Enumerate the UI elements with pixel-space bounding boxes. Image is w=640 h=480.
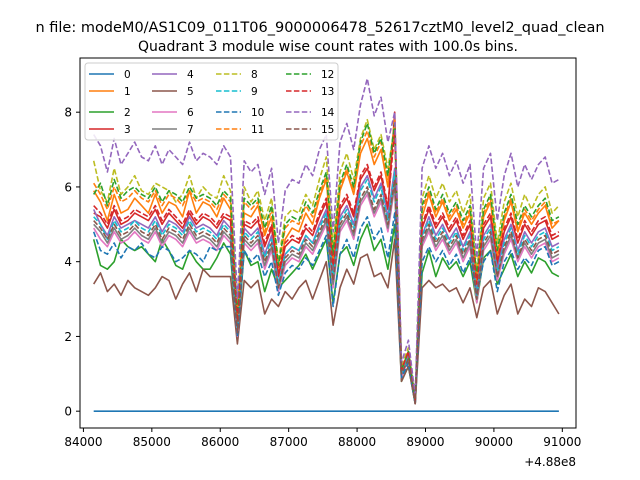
- x-tick-label: 87000: [270, 435, 308, 449]
- series-line-8: [92, 118, 560, 398]
- x-tick-label: 85000: [133, 435, 171, 449]
- x-tick-label: 86000: [201, 435, 239, 449]
- legend-label-0: 0: [124, 69, 131, 81]
- series-line-15: [93, 178, 560, 405]
- y-tick-label: 8: [64, 106, 72, 120]
- legend-label-6: 6: [187, 107, 194, 119]
- legend-label-10: 10: [251, 107, 264, 119]
- legend-label-4: 4: [187, 69, 194, 81]
- x-tick-label: 88000: [338, 435, 376, 449]
- y-tick-label: 0: [64, 405, 72, 419]
- legend-label-12: 12: [321, 69, 334, 81]
- legend-label-8: 8: [251, 69, 258, 81]
- legend-box: [84, 62, 339, 141]
- x-axis-offset-label: +4.88e8: [524, 455, 576, 469]
- series-line-5: [93, 238, 560, 405]
- axes-frame: [79, 57, 577, 429]
- plot-series-group: [92, 77, 560, 413]
- legend-label-15: 15: [321, 124, 334, 136]
- x-tick-label: 84000: [64, 435, 102, 449]
- legend-label-13: 13: [321, 86, 334, 98]
- x-tick-label: 90000: [475, 435, 513, 449]
- legend-label-9: 9: [251, 86, 258, 98]
- y-axis: 0 2 4 6 8: [64, 106, 80, 419]
- series-line-13: [93, 130, 560, 401]
- series-line-12: [93, 122, 560, 401]
- series-line-10: [92, 212, 560, 405]
- legend-label-11: 11: [251, 124, 264, 136]
- y-tick-label: 6: [64, 180, 72, 194]
- legend-label-1: 1: [124, 86, 131, 98]
- legend-label-2: 2: [124, 107, 131, 119]
- x-tick-label: 89000: [406, 435, 444, 449]
- series-line-14: [93, 77, 560, 398]
- legend-label-5: 5: [187, 86, 194, 98]
- legend-label-3: 3: [124, 124, 131, 136]
- figure-suptitle: n file: modeM0/AS1C09_011T06_9000006478_…: [35, 20, 604, 36]
- chart-title: Quadrant 3 module wise count rates with …: [138, 39, 518, 55]
- series-line-2: [92, 223, 560, 405]
- y-tick-label: 2: [64, 330, 72, 344]
- y-tick-label: 4: [64, 255, 72, 269]
- legend-label-7: 7: [187, 124, 194, 136]
- x-tick-label: 91000: [543, 435, 581, 449]
- x-axis: 84000 85000 86000 87000 88000 89000 90000 91000: [64, 428, 581, 449]
- legend-label-14: 14: [321, 107, 335, 119]
